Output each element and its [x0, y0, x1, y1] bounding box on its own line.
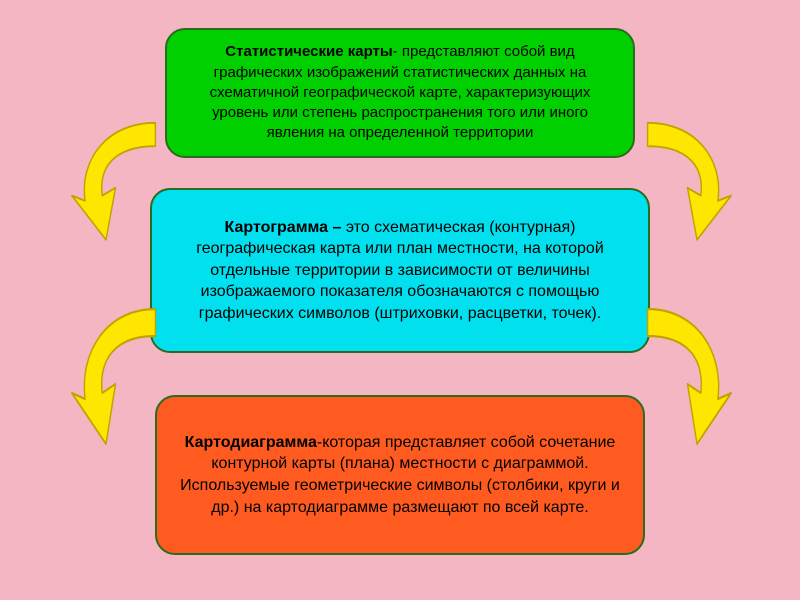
box2-text: Картограмма – это схематическая (контурн… [170, 217, 630, 325]
curved-arrow-icon [640, 300, 735, 450]
curved-arrow-icon [68, 300, 163, 450]
box2-lead: Картограмма – [225, 219, 342, 236]
diagram-canvas: Статистические карты- представляют собой… [0, 0, 800, 600]
box1-text: Статистические карты- представляют собой… [185, 42, 615, 143]
box3-lead: Картодиаграмма [185, 434, 317, 451]
box3-text: Картодиаграмма-которая представляет собо… [175, 432, 625, 518]
box3-rest2: Используемые геометрические символы (сто… [180, 477, 620, 516]
info-box-cartodiagram: Картодиаграмма-которая представляет собо… [155, 395, 645, 555]
curved-arrow-icon [640, 115, 735, 245]
box1-lead: Статистические карты [225, 43, 392, 60]
curved-arrow-icon [68, 115, 163, 245]
info-box-cartogram: Картограмма – это схематическая (контурн… [150, 188, 650, 353]
info-box-statistical-maps: Статистические карты- представляют собой… [165, 28, 635, 158]
